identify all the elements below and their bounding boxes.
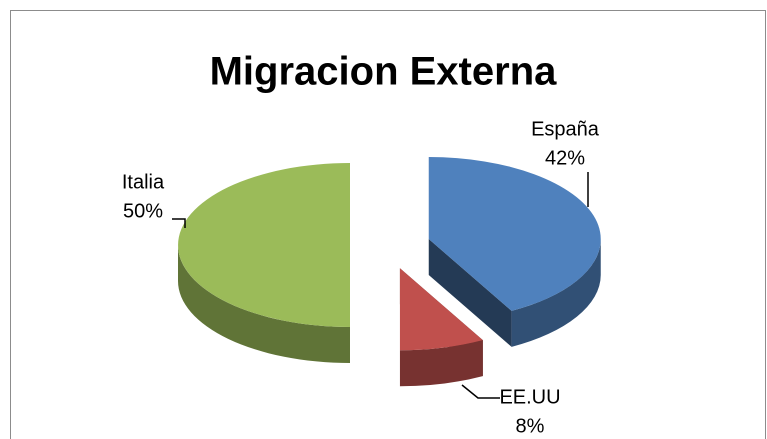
leader-line (172, 218, 186, 228)
slice-value-label: 50% (123, 200, 163, 222)
slice-label: España (531, 118, 600, 140)
chart-border (10, 10, 766, 439)
slice-side (511, 239, 601, 347)
slice-value-label: 8% (516, 415, 545, 437)
slice-side (178, 245, 350, 363)
leader-line (461, 384, 500, 399)
chart-title: Migracion Externa (210, 50, 558, 94)
slice-label: Italia (122, 171, 165, 193)
pie (178, 157, 601, 387)
slice (178, 163, 350, 327)
slice-value-label: 42% (545, 147, 585, 169)
slice (399, 268, 483, 351)
slice-wall (428, 239, 512, 347)
slice-side (399, 340, 483, 387)
slice (428, 157, 601, 311)
slice-label: EE.UU (499, 386, 560, 408)
